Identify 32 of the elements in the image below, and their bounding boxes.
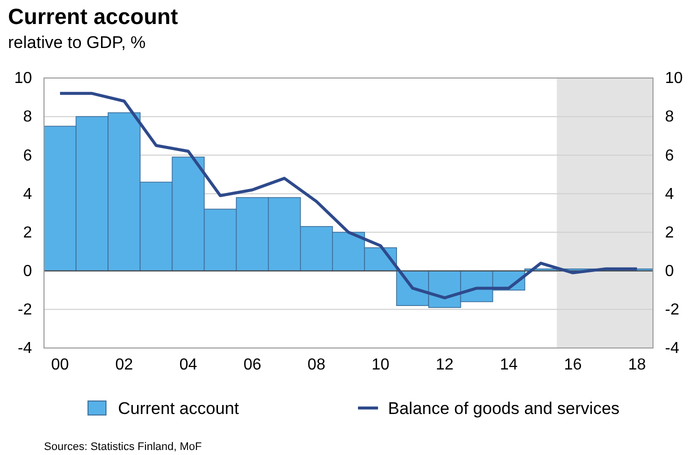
x-tick-label: 08: [308, 356, 326, 374]
y2-tick-label: 6: [665, 147, 674, 164]
chart-title: Current account: [8, 4, 179, 29]
y2-tick-label: 4: [665, 186, 674, 203]
y-tick-label: 10: [14, 70, 32, 88]
y2-tick-label: 10: [665, 70, 683, 88]
y-tick-label: -2: [18, 302, 32, 319]
x-tick-label: 10: [372, 356, 390, 374]
y-tick-label: 0: [23, 262, 32, 280]
x-tick-label: 00: [51, 356, 70, 374]
y-tick-label: -4: [18, 340, 32, 358]
x-tick-label: 04: [179, 356, 198, 374]
y2-tick-label: 8: [665, 108, 674, 126]
y2-tick-label: 2: [665, 224, 674, 242]
y-tick-label: 2: [23, 224, 32, 242]
y-tick-label: 6: [23, 147, 32, 164]
x-tick-label: 14: [500, 356, 518, 374]
x-tick-label: 12: [436, 356, 454, 374]
x-tick-label: 16: [564, 356, 582, 374]
source-note: Sources: Statistics Finland, MoF: [44, 441, 202, 453]
y-tick-label: 8: [23, 108, 32, 126]
chart-subtitle: relative to GDP, %: [8, 33, 146, 52]
y-tick-label: 4: [23, 186, 32, 203]
x-tick-label: 18: [628, 356, 646, 374]
legend-label: Current account: [118, 399, 240, 418]
line-series: [58, 92, 638, 300]
y2-tick-label: -4: [665, 340, 680, 358]
x-tick-label: 02: [115, 356, 134, 374]
legend-label: Balance of goods and services: [388, 399, 620, 418]
y2-tick-label: -2: [665, 302, 680, 319]
y2-tick-label: 0: [665, 262, 674, 280]
x-tick-label: 06: [243, 356, 262, 374]
